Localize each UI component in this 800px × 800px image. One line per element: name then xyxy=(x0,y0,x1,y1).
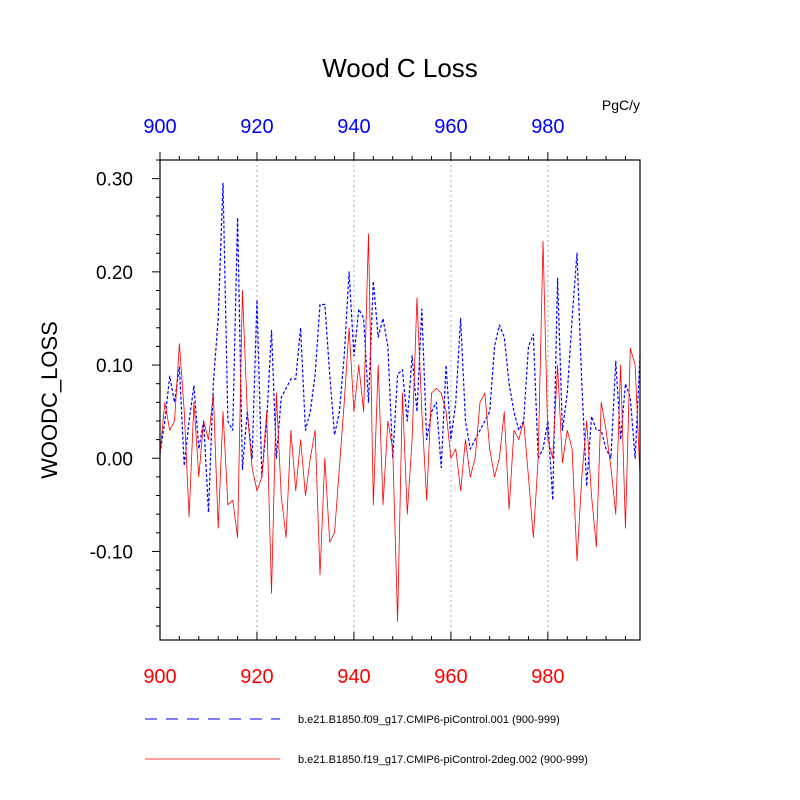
series-lines xyxy=(159,182,641,622)
y-tick-label-4: 0.30 xyxy=(96,170,133,191)
x-tick-label-top-0: 900 xyxy=(143,116,176,138)
legend-label-series-2: b.e21.B1850.f19_g17.CMIP6-piControl-2deg… xyxy=(298,754,588,766)
y-tick-label-3: 0.20 xyxy=(96,263,133,284)
plot-frame xyxy=(159,159,641,641)
y-tick-labels: -0.10 0.00 0.10 0.20 0.30 xyxy=(90,170,133,564)
y-tick-label-0: -0.10 xyxy=(90,542,133,563)
gridlines xyxy=(256,160,549,640)
x-tick-label-top-3: 960 xyxy=(434,116,467,138)
legend-label-series-1: b.e21.B1850.f09_g17.CMIP6-piControl.001 … xyxy=(298,714,560,726)
x-tick-label-bottom-3: 960 xyxy=(434,666,467,688)
y-tick-label-1: 0.00 xyxy=(96,449,133,470)
x-tick-label-bottom-2: 940 xyxy=(337,666,370,688)
series-line-1 xyxy=(159,182,641,513)
y-axis-title: WOODC_LOSS xyxy=(37,321,62,479)
axes xyxy=(152,152,641,641)
x-tick-label-top-4: 980 xyxy=(531,116,564,138)
x-tick-label-top-1: 920 xyxy=(240,116,273,138)
x-tick-label-bottom-4: 980 xyxy=(531,666,564,688)
x-tick-label-bottom-1: 920 xyxy=(240,666,273,688)
bottom-x-tick-labels: 900 920 940 960 980 xyxy=(143,666,564,688)
x-tick-label-bottom-0: 900 xyxy=(143,666,176,688)
chart-title: Wood C Loss xyxy=(322,53,478,83)
legend: b.e21.B1850.f09_g17.CMIP6-piControl.001 … xyxy=(145,714,588,766)
units-label: PgC/y xyxy=(602,97,640,113)
y-tick-label-2: 0.10 xyxy=(96,356,133,377)
series-line-2 xyxy=(159,233,641,622)
x-tick-label-top-2: 940 xyxy=(337,116,370,138)
top-x-tick-labels: 900 920 940 960 980 xyxy=(143,116,564,138)
